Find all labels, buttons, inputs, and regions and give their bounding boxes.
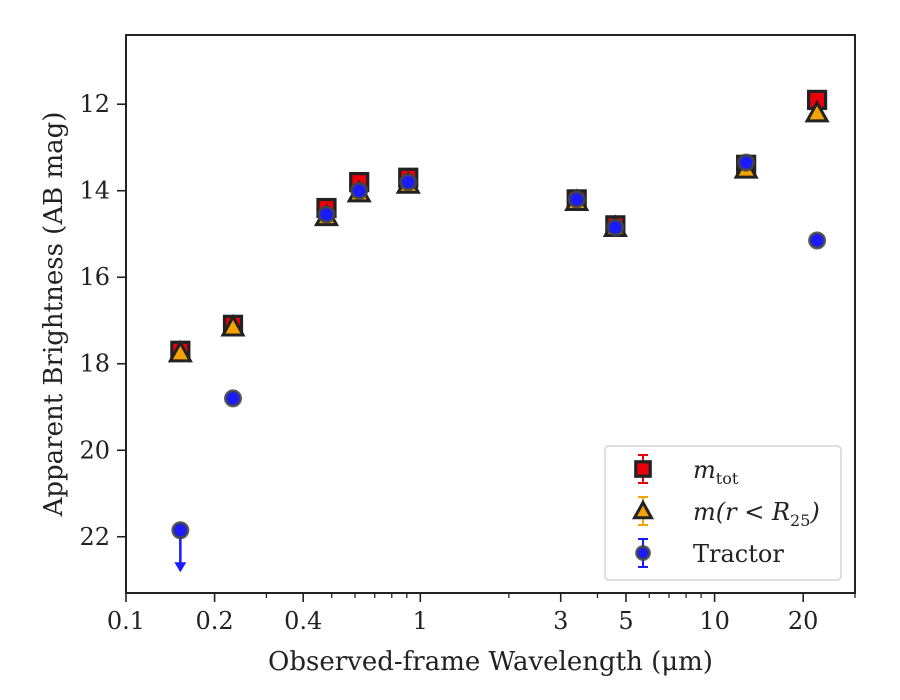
upper-limit-arrowhead xyxy=(174,562,187,573)
x-tick-label: 0.4 xyxy=(284,607,322,635)
x-tick-label: 5 xyxy=(618,607,633,635)
data-point-circle xyxy=(606,218,625,237)
y-axis: 12 14 16 18 20 22 xyxy=(79,90,126,551)
data-point-circle xyxy=(317,205,336,224)
x-tick-label: 10 xyxy=(699,607,730,635)
data-point-circle xyxy=(808,231,827,250)
data-point-triangle xyxy=(220,313,246,337)
plot-area: 0.1 0.2 0.4 1 3 5 10 20 12 14 16 18 20 22 xyxy=(79,34,856,635)
y-axis-label: Apparent Brightness (AB mag) xyxy=(39,112,69,518)
legend-label: Tractor xyxy=(693,540,784,568)
legend-label: mtot xyxy=(693,456,739,488)
data-point-circle xyxy=(737,153,756,172)
data-point-circle xyxy=(171,521,190,540)
y-tick-label: 20 xyxy=(79,436,110,464)
y-tick-label: 16 xyxy=(79,263,110,291)
data-point-circle xyxy=(224,389,243,408)
data-marks xyxy=(167,89,830,573)
x-axis: 0.1 0.2 0.4 1 3 5 10 20 xyxy=(107,593,856,635)
x-tick-label: 0.1 xyxy=(107,607,145,635)
x-tick-label: 1 xyxy=(413,607,428,635)
data-point-circle xyxy=(567,190,586,209)
x-tick-label: 20 xyxy=(788,607,819,635)
y-tick-label: 22 xyxy=(79,523,110,551)
x-tick-label: 0.2 xyxy=(196,607,234,635)
y-tick-label: 12 xyxy=(79,90,110,118)
data-point-circle xyxy=(399,173,418,192)
data-point-circle xyxy=(350,181,369,200)
legend-marker-triangle xyxy=(631,499,655,520)
x-tick-label: 3 xyxy=(553,607,568,635)
legend-box xyxy=(604,445,842,581)
legend-marker-circle xyxy=(635,545,651,561)
x-axis-label: Observed-frame Wavelength (μm) xyxy=(268,647,713,677)
data-point-triangle xyxy=(167,339,193,363)
legend: mtot m(r < R25) Tractor xyxy=(604,445,842,581)
y-tick-label: 14 xyxy=(79,177,110,205)
y-tick-label: 18 xyxy=(79,350,110,378)
data-point-triangle xyxy=(804,99,830,123)
legend-label: m(r < R25) xyxy=(693,498,820,530)
legend-marker-square xyxy=(634,460,652,478)
